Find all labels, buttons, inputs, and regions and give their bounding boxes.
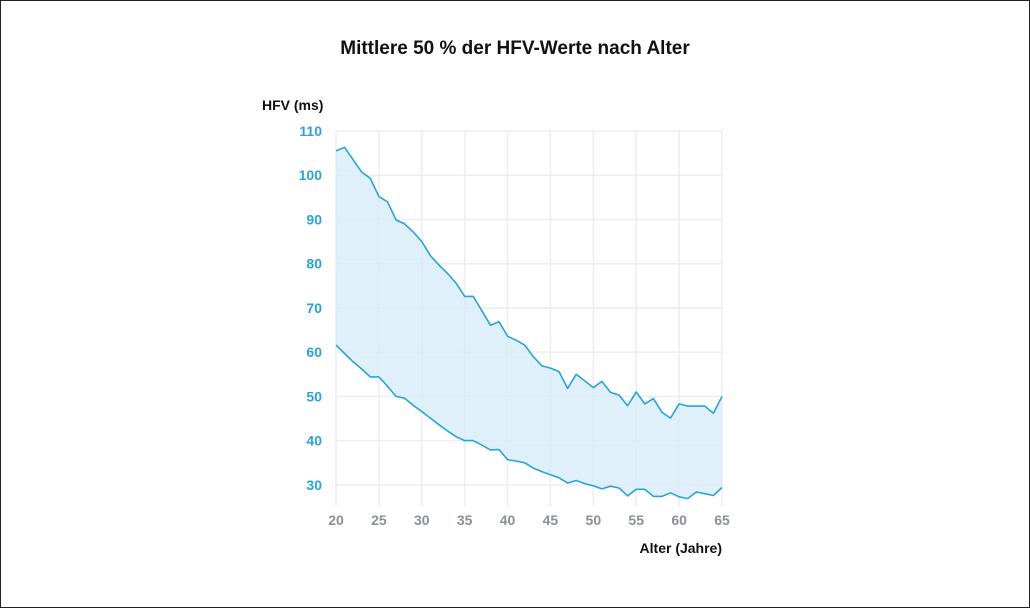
series-line-lower xyxy=(335,344,723,500)
x-tick-label: 40 xyxy=(500,512,516,528)
y-tick-label: 70 xyxy=(306,300,322,316)
chart-title: Mittlere 50 % der HFV-Werte nach Alter xyxy=(340,38,690,59)
y-axis-label: HFV (ms) xyxy=(262,97,323,113)
x-axis-label: Alter (Jahre) xyxy=(640,540,722,556)
interquartile-band xyxy=(336,147,722,499)
x-tick-label: 30 xyxy=(414,512,430,528)
x-tick-label: 20 xyxy=(328,512,344,528)
y-tick-label: 100 xyxy=(299,167,323,183)
x-tick-label: 65 xyxy=(714,512,730,528)
x-tick-label: 45 xyxy=(543,512,559,528)
y-tick-label: 110 xyxy=(299,123,322,139)
y-tick-label: 40 xyxy=(306,433,322,449)
y-tick-label: 90 xyxy=(306,211,322,227)
x-tick-label: 50 xyxy=(586,512,602,528)
y-tick-label: 60 xyxy=(306,344,322,360)
x-tick-label: 35 xyxy=(457,512,473,528)
y-tick-label: 80 xyxy=(306,256,322,272)
x-tick-label: 55 xyxy=(628,512,644,528)
x-axis-ticks: 20 25 30 35 40 45 50 55 60 65 xyxy=(328,512,730,528)
area-layer xyxy=(336,147,722,499)
x-tick-label: 25 xyxy=(371,512,387,528)
line-layer xyxy=(335,146,723,500)
series-line-upper xyxy=(335,146,723,419)
y-axis-ticks: 30 40 50 60 70 80 90 100 110 xyxy=(299,123,323,493)
x-tick-label: 60 xyxy=(671,512,687,528)
y-tick-label: 30 xyxy=(306,477,322,493)
y-tick-label: 50 xyxy=(306,388,322,404)
